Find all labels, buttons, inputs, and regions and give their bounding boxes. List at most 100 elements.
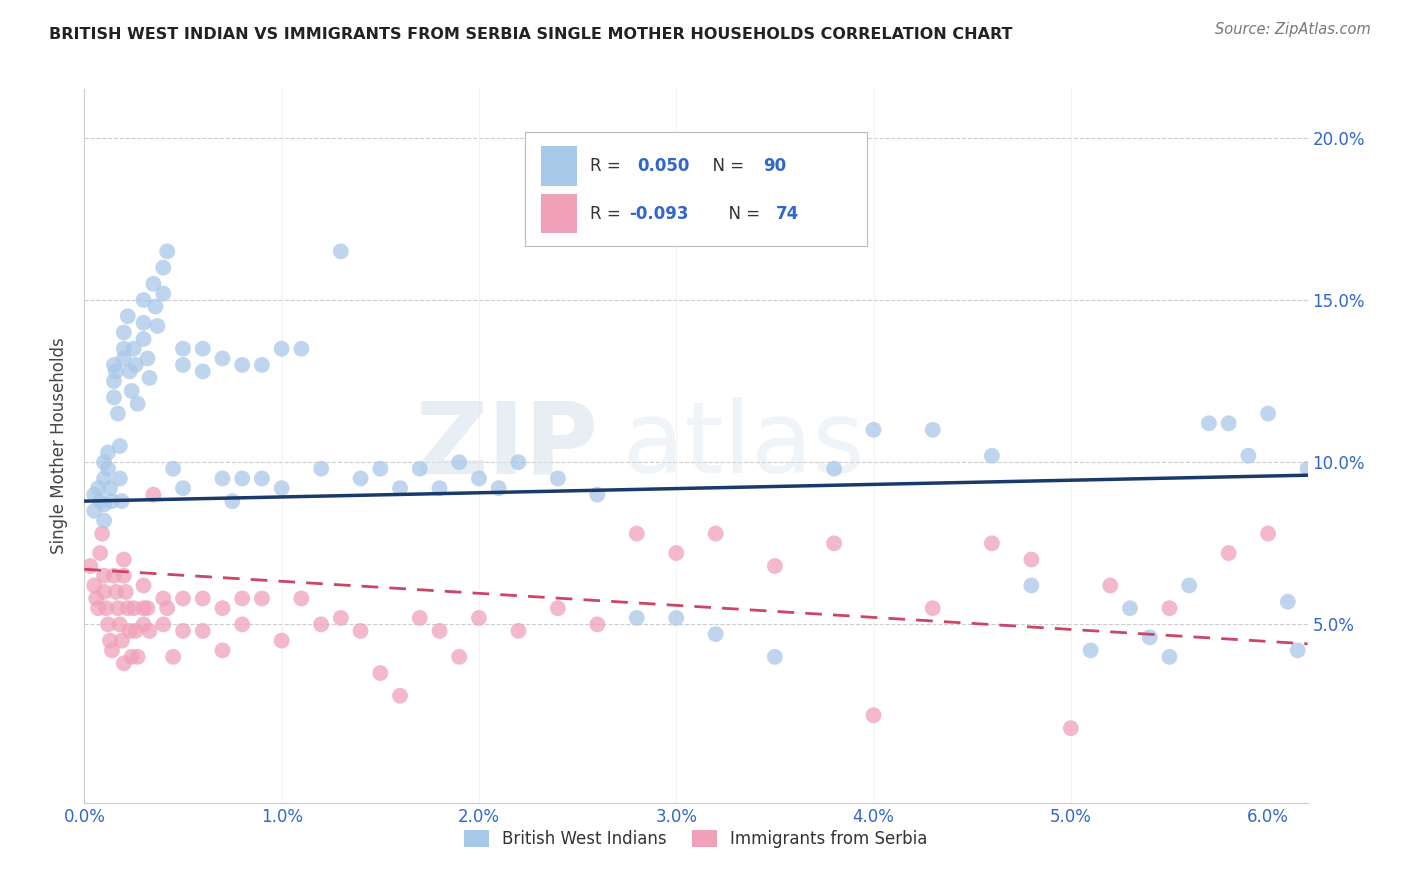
- Text: 74: 74: [776, 205, 799, 223]
- Point: [250, 591, 273, 606]
- Point: [97, 461, 120, 475]
- Point: [108, 439, 131, 453]
- Point: [921, 601, 943, 615]
- Point: [626, 526, 648, 541]
- Point: [368, 461, 391, 475]
- Point: [1119, 601, 1142, 615]
- Point: [349, 624, 371, 638]
- Text: N =: N =: [718, 205, 765, 223]
- Point: [1277, 595, 1299, 609]
- Point: [156, 601, 179, 615]
- Point: [1257, 407, 1279, 421]
- Point: [93, 455, 115, 469]
- Point: [103, 390, 125, 404]
- Point: [98, 633, 121, 648]
- Point: [136, 601, 159, 615]
- Point: [1286, 643, 1309, 657]
- Point: [1218, 546, 1240, 560]
- Point: [1099, 578, 1122, 592]
- Point: [108, 617, 131, 632]
- Point: [1159, 649, 1181, 664]
- Point: [488, 481, 510, 495]
- Point: [142, 488, 165, 502]
- Point: [409, 611, 432, 625]
- Text: -0.093: -0.093: [628, 205, 688, 223]
- Point: [1296, 461, 1319, 475]
- Point: [1178, 578, 1201, 592]
- Point: [508, 624, 530, 638]
- Point: [211, 601, 233, 615]
- Point: [270, 633, 292, 648]
- FancyBboxPatch shape: [524, 132, 868, 246]
- Point: [191, 624, 214, 638]
- Point: [122, 601, 145, 615]
- Point: [93, 514, 115, 528]
- Point: [1021, 578, 1043, 592]
- Point: [93, 568, 115, 582]
- Point: [87, 481, 110, 495]
- Text: ZIP: ZIP: [415, 398, 598, 494]
- Point: [231, 591, 253, 606]
- Point: [586, 617, 609, 632]
- Point: [98, 481, 121, 495]
- Point: [449, 649, 471, 664]
- Text: Source: ZipAtlas.com: Source: ZipAtlas.com: [1215, 22, 1371, 37]
- Point: [1257, 526, 1279, 541]
- Point: [121, 384, 143, 398]
- Point: [191, 364, 214, 378]
- Point: [138, 624, 160, 638]
- Point: [329, 244, 352, 259]
- Point: [1237, 449, 1260, 463]
- Point: [118, 624, 141, 638]
- Text: N =: N =: [702, 157, 749, 175]
- Point: [132, 332, 155, 346]
- Point: [1021, 552, 1043, 566]
- Point: [103, 374, 125, 388]
- Point: [1080, 643, 1102, 657]
- Point: [665, 611, 688, 625]
- Point: [665, 546, 688, 560]
- Point: [704, 526, 727, 541]
- Point: [763, 559, 786, 574]
- Point: [429, 624, 451, 638]
- Point: [104, 364, 127, 378]
- Point: [142, 277, 165, 291]
- Point: [152, 286, 174, 301]
- Point: [152, 617, 174, 632]
- Point: [93, 497, 115, 511]
- Point: [104, 585, 127, 599]
- Point: [117, 601, 139, 615]
- Point: [1198, 417, 1220, 431]
- Point: [980, 449, 1002, 463]
- Point: [172, 624, 194, 638]
- Point: [211, 643, 233, 657]
- FancyBboxPatch shape: [541, 146, 578, 186]
- Point: [112, 657, 135, 671]
- Point: [108, 471, 131, 485]
- Point: [368, 666, 391, 681]
- Point: [231, 617, 253, 632]
- Point: [449, 455, 471, 469]
- Point: [329, 611, 352, 625]
- Point: [1060, 721, 1083, 735]
- Point: [83, 504, 105, 518]
- Point: [132, 293, 155, 307]
- Point: [191, 591, 214, 606]
- Point: [250, 471, 273, 485]
- Point: [389, 689, 412, 703]
- Point: [231, 471, 253, 485]
- Point: [91, 526, 114, 541]
- Point: [626, 611, 648, 625]
- Point: [250, 358, 273, 372]
- Point: [270, 481, 292, 495]
- Point: [172, 591, 194, 606]
- Point: [97, 617, 120, 632]
- Point: [823, 461, 845, 475]
- Point: [101, 494, 124, 508]
- Point: [156, 244, 179, 259]
- Point: [862, 423, 884, 437]
- Text: atlas: atlas: [623, 398, 865, 494]
- Point: [124, 358, 146, 372]
- Point: [389, 481, 412, 495]
- Point: [138, 371, 160, 385]
